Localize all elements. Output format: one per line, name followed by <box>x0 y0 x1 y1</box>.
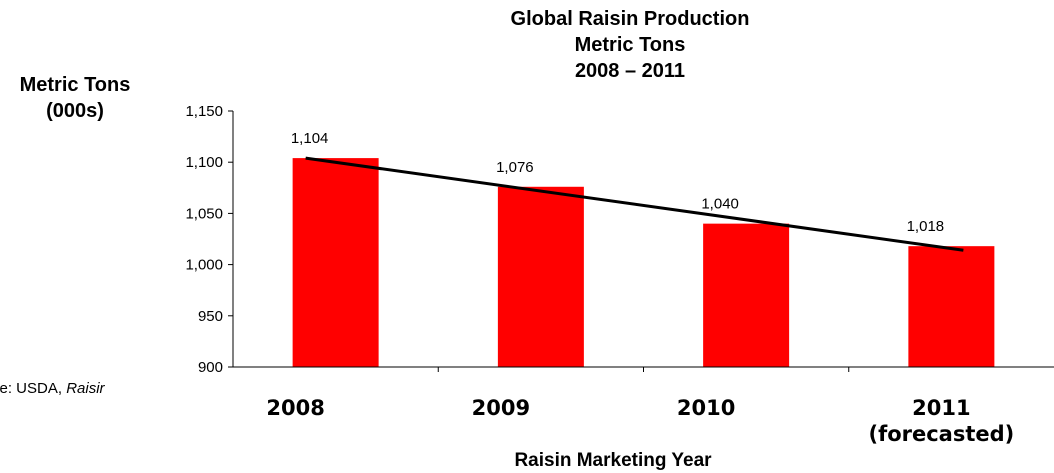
y-axis-title-line-2: (000s) <box>46 100 104 122</box>
chart-title-line-2: Metric Tons <box>574 34 686 56</box>
data-label-2009: 1,076 <box>496 159 534 176</box>
bar-2011 <box>908 246 995 367</box>
y-tick-label: 1,050 <box>185 205 223 222</box>
data-label-2008: 1,104 <box>291 130 329 147</box>
x-category-label-2008: 2008 <box>266 396 324 420</box>
x-category-label-2009: 2009 <box>472 396 530 420</box>
source-note-prefix: ce: USDA, <box>0 380 63 397</box>
chart-title-line-1: Global Raisin Production <box>510 8 750 30</box>
x-category-label-2010: 2010 <box>677 396 735 420</box>
trend-line <box>305 156 964 252</box>
source-note-italic: Raisir <box>66 380 105 397</box>
bar-2009 <box>497 186 584 367</box>
source-note: ce: USDA, Raisir <box>0 380 105 397</box>
x-axis-title: Raisin Marketing Year <box>514 450 712 471</box>
x-category-note-2011: (forecasted) <box>868 422 1014 446</box>
y-axis-title-line-1: Metric Tons <box>19 74 131 96</box>
y-tick-label: 950 <box>198 308 223 325</box>
y-tick-label: 900 <box>198 359 223 376</box>
y-tick-label: 1,000 <box>185 257 223 274</box>
chart-title-line-3: 2008 – 2011 <box>574 60 686 82</box>
x-category-label-2011: 2011 <box>912 396 970 420</box>
y-tick-label: 1,150 <box>185 103 223 120</box>
y-axis-title: Metric Tons (000s) <box>0 72 150 124</box>
bar-2010 <box>703 223 790 367</box>
data-label-2010: 1,040 <box>701 196 739 213</box>
y-tick-label: 1,100 <box>185 154 223 171</box>
bar-2008 <box>292 158 379 367</box>
chart-title: Global Raisin Production Metric Tons 200… <box>430 6 830 84</box>
data-label-2011: 1,018 <box>907 218 945 235</box>
